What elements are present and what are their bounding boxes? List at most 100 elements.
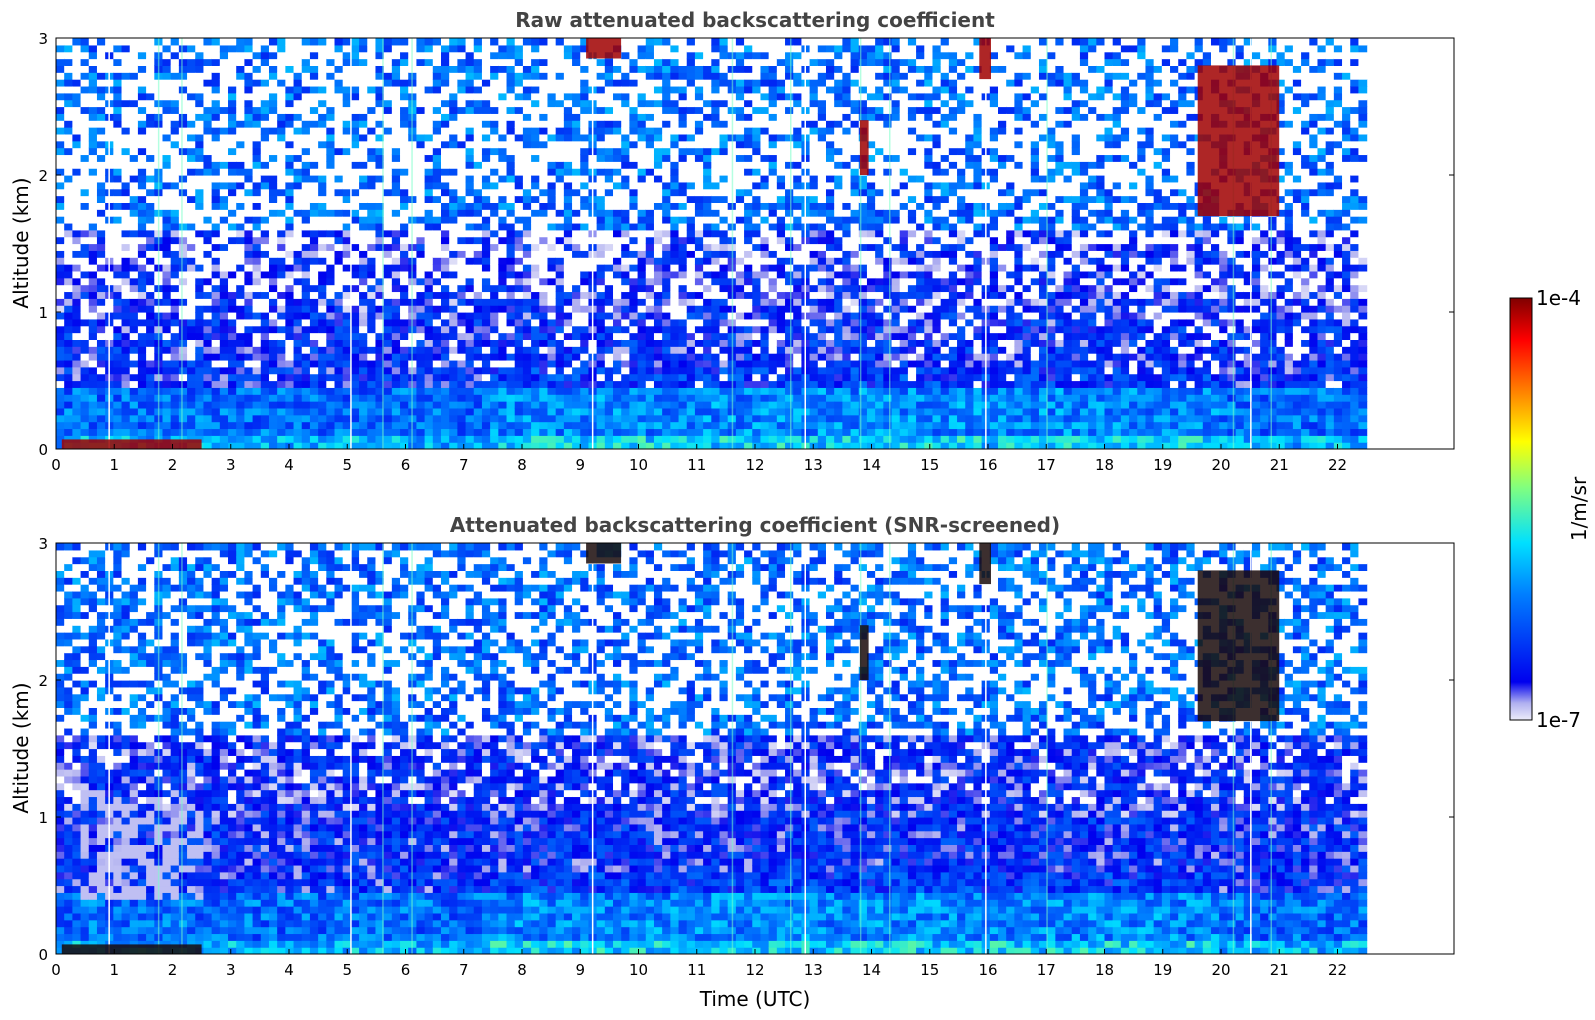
colorbar-max-label: 1e-4	[1536, 286, 1581, 310]
x-tick-label: 21	[1270, 961, 1289, 979]
streak	[382, 543, 384, 954]
heatmap-raw-field	[56, 38, 1368, 449]
panel-raw: Raw attenuated backscattering coefficien…	[9, 8, 1455, 474]
x-tick-label: 22	[1328, 456, 1347, 474]
x-tick-label: 9	[575, 961, 585, 979]
streak	[108, 543, 110, 954]
y-tick-label: 3	[38, 30, 48, 48]
x-tick-label: 15	[920, 961, 939, 979]
y-ticks-raw: 0 1 2 3	[38, 30, 1454, 459]
streak	[985, 38, 987, 449]
streak	[1250, 38, 1252, 449]
x-tick-label: 10	[629, 456, 648, 474]
high-backscatter-region	[586, 543, 622, 564]
x-tick-label: 19	[1153, 456, 1172, 474]
x-tick-label: 9	[575, 456, 585, 474]
x-tick-label: 12	[745, 456, 764, 474]
streak	[411, 543, 413, 954]
streak	[859, 38, 862, 449]
x-tick-label: 6	[401, 961, 411, 979]
x-tick-label: 17	[1037, 961, 1056, 979]
x-tick-label: 3	[226, 961, 236, 979]
streak	[889, 543, 891, 954]
y-axis-label-screened: Altitude (km)	[9, 682, 33, 813]
x-ticks-raw: 0 1 2 3 4 5 6 7 8 9 10 11 12 13 14 15 16 17 18 19 20 21 22	[51, 444, 1347, 474]
x-tick-label: 10	[629, 961, 648, 979]
x-tick-label: 8	[517, 456, 527, 474]
streak	[591, 38, 594, 449]
x-tick-label: 2	[168, 961, 178, 979]
high-backscatter-region	[859, 625, 869, 680]
x-ticks-screened: 0 1 2 3 4 5 6 7 8 9 10 11 12 13 14 15 16 17 18 19 20 21 22	[51, 949, 1347, 979]
streak	[181, 38, 183, 449]
x-tick-label: 0	[51, 456, 61, 474]
x-tick-label: 11	[687, 961, 706, 979]
y-ticks-screened: 0 1 2 3	[38, 535, 1454, 964]
y-tick-label: 0	[38, 946, 48, 964]
streak	[790, 543, 792, 954]
streak	[411, 38, 413, 449]
y-tick-label: 0	[38, 441, 48, 459]
streak	[731, 543, 734, 954]
high-backscatter-region	[61, 944, 202, 954]
x-tick-label: 13	[804, 961, 823, 979]
streak	[591, 543, 594, 954]
x-tick-label: 5	[342, 961, 352, 979]
x-tick-label: 17	[1037, 456, 1056, 474]
panel-title-raw: Raw attenuated backscattering coefficien…	[515, 8, 995, 32]
high-backscatter-region	[1197, 65, 1280, 217]
streak	[889, 38, 891, 449]
x-tick-label: 4	[284, 456, 294, 474]
streak	[350, 38, 352, 449]
streak	[1250, 543, 1252, 954]
x-tick-label: 16	[978, 456, 997, 474]
high-backscatter-region	[979, 38, 991, 80]
streak	[1270, 38, 1272, 449]
y-axis-label-raw: Altitude (km)	[9, 177, 33, 308]
x-axis-label: Time (UTC)	[699, 987, 811, 1011]
x-tick-label: 0	[51, 961, 61, 979]
x-tick-label: 1	[109, 456, 119, 474]
streak	[731, 38, 734, 449]
streak	[804, 543, 806, 954]
colorbar-min-label: 1e-7	[1536, 708, 1581, 732]
streak	[859, 543, 862, 954]
y-tick-label: 2	[38, 672, 48, 690]
colorbar: 1e-4 1e-7 1/m/sr	[1509, 286, 1591, 732]
panel-title-screened: Attenuated backscattering coefficient (S…	[450, 513, 1060, 537]
x-tick-label: 11	[687, 456, 706, 474]
x-tick-label: 3	[226, 456, 236, 474]
streak	[1046, 38, 1048, 449]
high-backscatter-region	[586, 38, 622, 59]
x-tick-label: 15	[920, 456, 939, 474]
x-tick-label: 8	[517, 961, 527, 979]
streak	[382, 38, 384, 449]
streak	[1046, 543, 1048, 954]
x-tick-label: 12	[745, 961, 764, 979]
high-backscatter-region	[859, 120, 869, 175]
x-tick-label: 1	[109, 961, 119, 979]
colorbar-label: 1/m/sr	[1567, 476, 1591, 541]
colorbar-gradient	[1509, 297, 1533, 721]
x-tick-label: 5	[342, 456, 352, 474]
x-tick-label: 13	[804, 456, 823, 474]
streak	[157, 543, 160, 954]
streak	[790, 38, 792, 449]
streak	[108, 38, 110, 449]
heatmap-raw	[56, 38, 1368, 449]
y-tick-label: 2	[38, 167, 48, 185]
x-tick-label: 6	[401, 456, 411, 474]
panel-screened: Attenuated backscattering coefficient (S…	[9, 513, 1455, 1011]
streak	[1270, 543, 1272, 954]
x-tick-label: 20	[1211, 961, 1230, 979]
streak	[350, 543, 352, 954]
x-tick-label: 14	[862, 456, 881, 474]
high-backscatter-region	[61, 439, 202, 449]
streak	[804, 38, 806, 449]
x-tick-label: 21	[1270, 456, 1289, 474]
y-tick-label: 1	[38, 304, 48, 322]
streak	[1232, 38, 1235, 449]
x-tick-label: 20	[1211, 456, 1230, 474]
streak	[1232, 543, 1235, 954]
